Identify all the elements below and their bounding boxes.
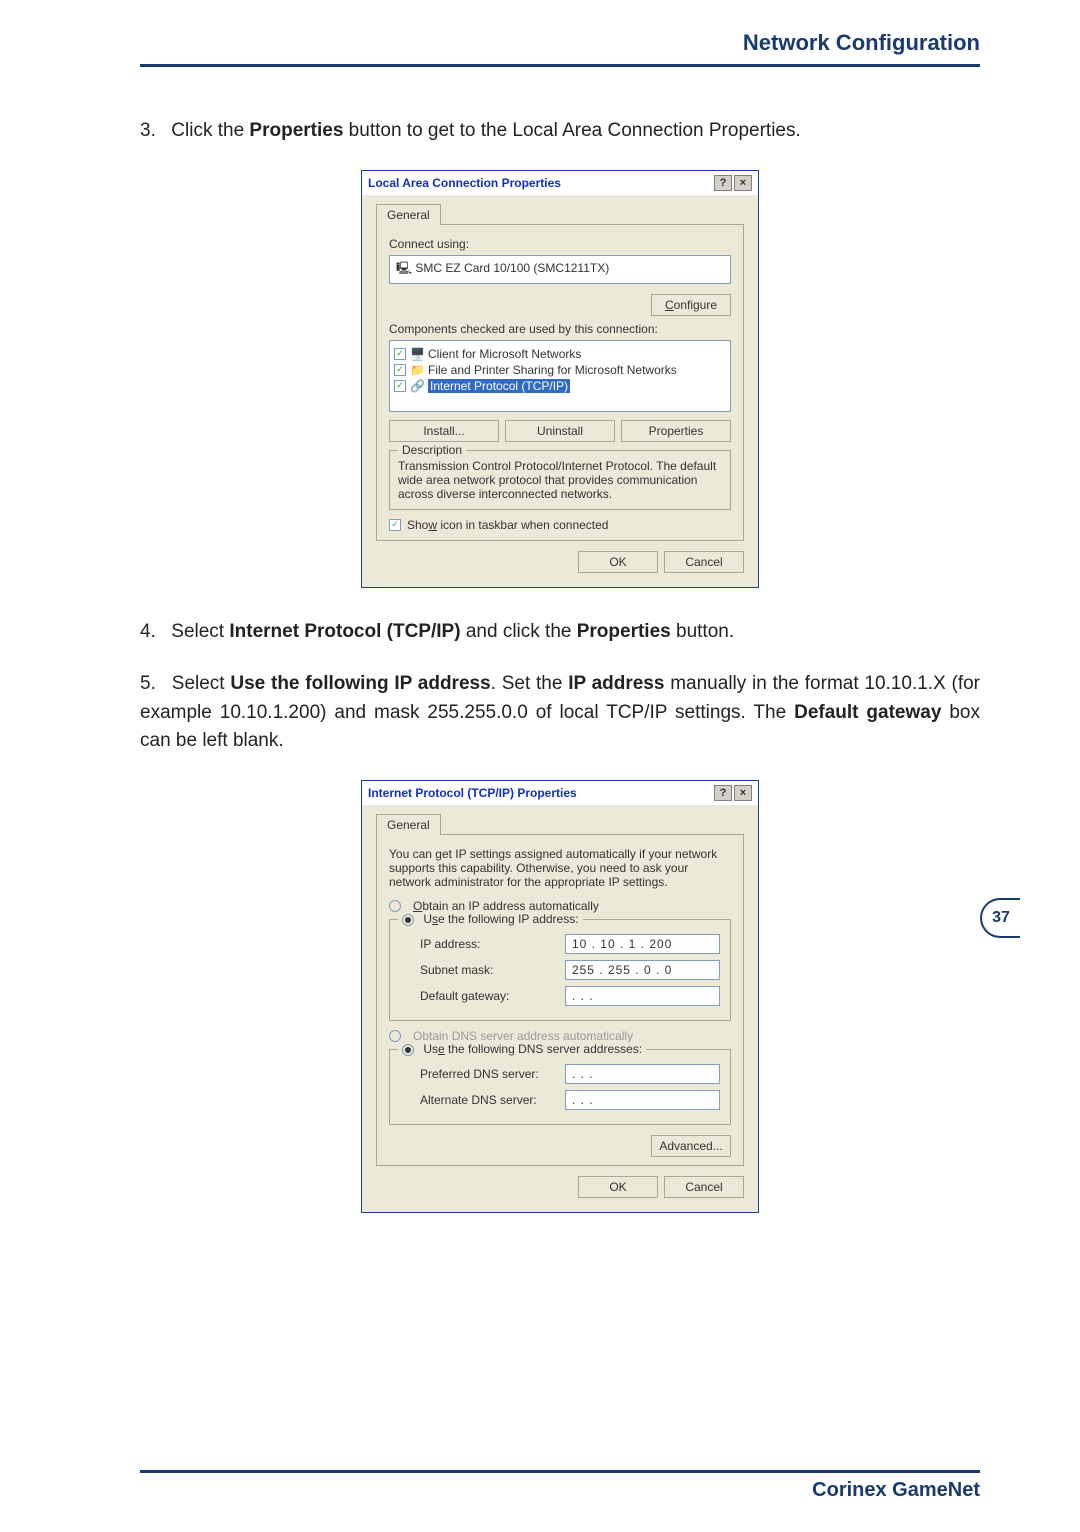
step-3-num: 3.	[140, 117, 166, 146]
connect-using-label: Connect using:	[389, 237, 731, 251]
close-icon[interactable]: ×	[734, 785, 752, 801]
step-4-post: button.	[671, 621, 734, 642]
step-4-b2: Properties	[577, 621, 671, 642]
dialog1-title: Local Area Connection Properties	[368, 176, 561, 190]
ok-button[interactable]: OK	[578, 1176, 658, 1198]
step-4: 4. Select Internet Protocol (TCP/IP) and…	[140, 618, 980, 647]
item2-label: File and Printer Sharing for Microsoft N…	[428, 363, 677, 377]
checkbox-icon[interactable]: ✓	[389, 519, 401, 531]
list-item[interactable]: ✓ 🖥️ Client for Microsoft Networks	[394, 347, 726, 361]
install-button[interactable]: Install...	[389, 420, 499, 442]
radio-icon[interactable]	[402, 914, 414, 926]
components-label: Components checked are used by this conn…	[389, 322, 731, 336]
step-4-mid: and click the	[461, 621, 577, 642]
adapter-name: SMC EZ Card 10/100 (SMC1211TX)	[415, 261, 609, 275]
configure-button[interactable]: Configure	[651, 294, 731, 316]
ok-button[interactable]: OK	[578, 551, 658, 573]
page-header: Network Configuration	[140, 30, 980, 67]
preferred-dns-label: Preferred DNS server:	[420, 1067, 565, 1081]
step-5-b3: Default gateway	[794, 702, 941, 723]
radio-auto-dns: Obtain DNS server address automatically	[389, 1029, 731, 1043]
protocol-icon: 🔗	[410, 379, 424, 393]
checkbox-icon[interactable]: ✓	[394, 348, 406, 360]
configure-text: onfigure	[674, 298, 717, 312]
step-3-post: button to get to the Local Area Connecti…	[343, 120, 800, 141]
use-dns-group: Use the following DNS server addresses: …	[389, 1049, 731, 1125]
close-icon[interactable]: ×	[734, 175, 752, 191]
step-5-b1: Use the following IP address	[230, 673, 490, 694]
tab-general[interactable]: General	[376, 814, 441, 835]
client-icon: 🖥️	[410, 347, 424, 361]
subnet-mask-label: Subnet mask:	[420, 963, 565, 977]
dialog2-titlebar: Internet Protocol (TCP/IP) Properties ? …	[362, 781, 758, 805]
step-5-pre: Select	[172, 673, 231, 694]
description-group: Description Transmission Control Protoco…	[389, 450, 731, 510]
checkbox-icon[interactable]: ✓	[394, 364, 406, 376]
description-text: Transmission Control Protocol/Internet P…	[398, 459, 716, 501]
show-icon-label: Show icon in taskbar when connected	[407, 518, 608, 532]
default-gateway-label: Default gateway:	[420, 989, 565, 1003]
radio-use-ip[interactable]: Use the following IP address:	[398, 912, 583, 926]
step-3-pre: Click the	[171, 120, 249, 141]
step-3-bold: Properties	[249, 120, 343, 141]
radio-auto-ip[interactable]: Obtain an IP address automatically	[389, 899, 731, 913]
radio-icon[interactable]	[402, 1044, 414, 1056]
uninstall-button[interactable]: Uninstall	[505, 420, 615, 442]
cancel-button[interactable]: Cancel	[664, 551, 744, 573]
help-icon[interactable]: ?	[714, 175, 732, 191]
subnet-mask-input[interactable]: 255 . 255 . 0 . 0	[565, 960, 720, 980]
step-5: 5. Select Use the following IP address. …	[140, 670, 980, 756]
share-icon: 📁	[410, 363, 424, 377]
description-label: Description	[398, 443, 466, 457]
tab-general[interactable]: General	[376, 204, 441, 225]
radio-use-dns[interactable]: Use the following DNS server addresses:	[398, 1042, 646, 1056]
radio-use-dns-label: Use the following DNS server addresses:	[423, 1042, 642, 1056]
radio-auto-dns-label: Obtain DNS server address automatically	[413, 1029, 633, 1043]
help-icon[interactable]: ?	[714, 785, 732, 801]
step-4-b1: Internet Protocol (TCP/IP)	[229, 621, 460, 642]
step-3: 3. Click the Properties button to get to…	[140, 117, 980, 146]
item1-label: Client for Microsoft Networks	[428, 347, 581, 361]
alternate-dns-label: Alternate DNS server:	[420, 1093, 565, 1107]
radio-icon	[389, 1030, 401, 1042]
nic-icon: 🖳	[396, 261, 412, 275]
local-area-connection-dialog: Local Area Connection Properties ? × Gen…	[361, 170, 759, 588]
step-4-num: 4.	[140, 618, 166, 647]
step-5-b2: IP address	[568, 673, 664, 694]
footer-brand: Corinex GameNet	[140, 1470, 980, 1502]
properties-button[interactable]: Properties	[621, 420, 731, 442]
checkbox-icon[interactable]: ✓	[394, 380, 406, 392]
ip-address-input[interactable]: 10 . 10 . 1 . 200	[565, 934, 720, 954]
ip-address-label: IP address:	[420, 937, 565, 951]
step-5-mid1: . Set the	[491, 673, 569, 694]
default-gateway-input[interactable]: . . .	[565, 986, 720, 1006]
step-5-num: 5.	[140, 670, 166, 699]
preferred-dns-input[interactable]: . . .	[565, 1064, 720, 1084]
item3-label: Internet Protocol (TCP/IP)	[428, 379, 570, 393]
advanced-button[interactable]: Advanced...	[651, 1135, 731, 1157]
radio-icon[interactable]	[389, 900, 401, 912]
adapter-field: 🖳 SMC EZ Card 10/100 (SMC1211TX)	[389, 255, 731, 284]
step-4-pre: Select	[171, 621, 229, 642]
alternate-dns-input[interactable]: . . .	[565, 1090, 720, 1110]
dialog1-titlebar: Local Area Connection Properties ? ×	[362, 171, 758, 195]
show-icon-row[interactable]: ✓ Show icon in taskbar when connected	[389, 518, 731, 532]
radio-use-ip-label: Use the following IP address:	[423, 912, 578, 926]
tcpip-intro: You can get IP settings assigned automat…	[389, 847, 731, 889]
tcpip-properties-dialog: Internet Protocol (TCP/IP) Properties ? …	[361, 780, 759, 1213]
list-item[interactable]: ✓ 🔗 Internet Protocol (TCP/IP)	[394, 379, 726, 393]
cancel-button[interactable]: Cancel	[664, 1176, 744, 1198]
radio-auto-ip-label: Obtain an IP address automatically	[413, 899, 599, 913]
use-ip-group: Use the following IP address: IP address…	[389, 919, 731, 1021]
components-list[interactable]: ✓ 🖥️ Client for Microsoft Networks ✓ 📁 F…	[389, 340, 731, 412]
list-item[interactable]: ✓ 📁 File and Printer Sharing for Microso…	[394, 363, 726, 377]
dialog2-title: Internet Protocol (TCP/IP) Properties	[368, 786, 577, 800]
page-number-badge: 37	[980, 898, 1020, 938]
